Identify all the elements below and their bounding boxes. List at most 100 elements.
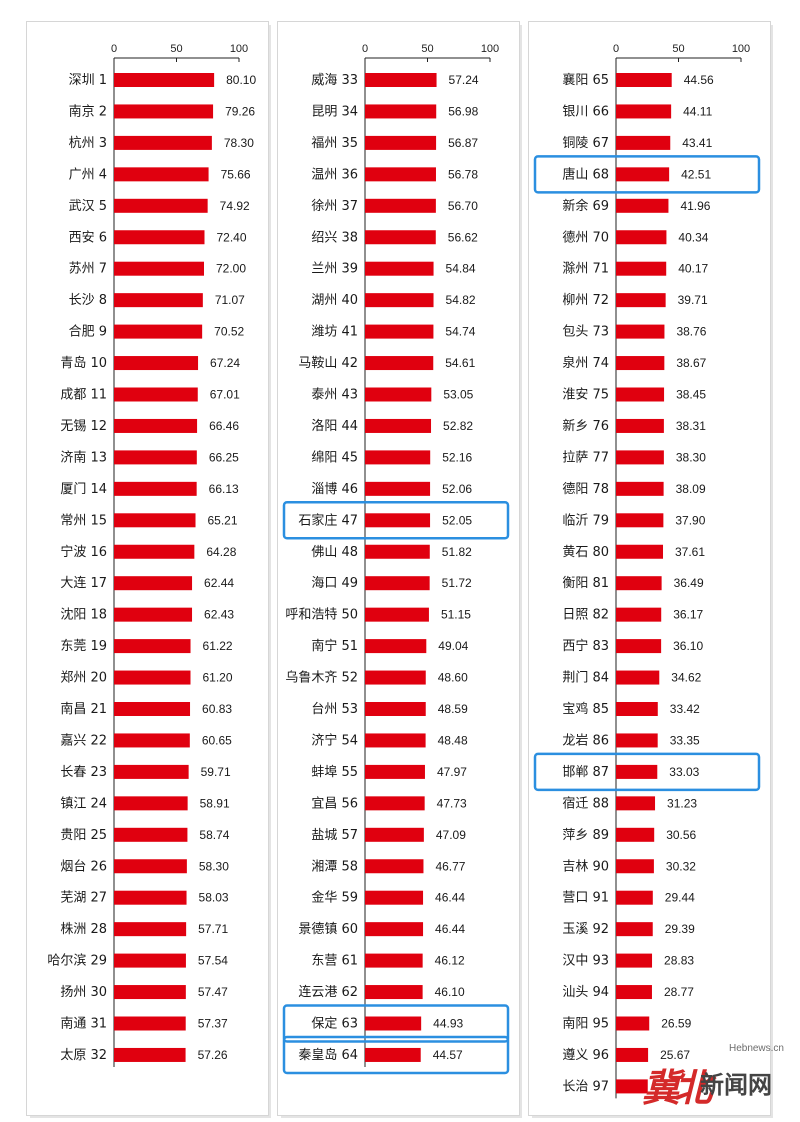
value-label: 48.60 — [438, 671, 468, 685]
value-label: 61.20 — [203, 671, 233, 685]
bar — [365, 293, 434, 308]
bar — [114, 167, 209, 182]
x-tick-label: 100 — [230, 43, 248, 55]
bar — [365, 513, 431, 528]
bar — [365, 607, 429, 622]
category-label: 济宁 54 — [311, 732, 358, 748]
bar — [365, 796, 425, 811]
category-label: 长沙 8 — [69, 293, 107, 308]
category-label: 烟台 26 — [60, 859, 107, 874]
value-label: 48.48 — [438, 733, 468, 747]
value-label: 67.01 — [210, 388, 240, 402]
bar — [616, 450, 664, 465]
category-label: 铜陵 67 — [562, 136, 609, 151]
x-tick-label: 100 — [732, 43, 750, 55]
value-label: 38.31 — [676, 419, 706, 433]
value-label: 74.92 — [220, 199, 250, 213]
value-label: 56.98 — [448, 104, 478, 118]
value-label: 29.44 — [665, 891, 695, 905]
category-label: 荆门 84 — [562, 670, 609, 686]
category-label: 连云港 62 — [298, 984, 358, 1000]
hebnews-watermark: Hebnews.cn 冀北 新闻网 — [642, 1043, 792, 1110]
value-label: 51.72 — [442, 576, 472, 590]
chart-panel-3: 0 50 100 襄阳 65 44.56 银川 66 44.11 铜陵 67 43.41 唐山 6… — [529, 22, 770, 1115]
bar — [114, 670, 191, 685]
category-label: 长春 23 — [60, 765, 107, 780]
bar — [114, 922, 187, 937]
category-label: 淄博 46 — [311, 482, 358, 497]
category-label: 合肥 9 — [69, 325, 107, 340]
bar — [616, 513, 664, 528]
bar — [114, 1016, 186, 1031]
value-label: 29.39 — [665, 922, 695, 936]
category-label: 海口 49 — [311, 576, 358, 591]
category-label: 汉中 93 — [562, 954, 609, 969]
category-label: 福州 35 — [311, 136, 358, 151]
bar — [365, 167, 436, 182]
value-label: 56.62 — [448, 230, 478, 244]
bar — [114, 293, 203, 308]
value-label: 44.11 — [683, 104, 712, 118]
category-label: 扬州 30 — [60, 985, 107, 1000]
bar — [365, 733, 426, 748]
bar — [616, 230, 667, 245]
category-label: 佛山 48 — [311, 545, 358, 560]
value-label: 36.49 — [674, 576, 704, 590]
category-label: 成都 11 — [60, 388, 107, 403]
value-label: 59.71 — [201, 765, 231, 779]
bar — [114, 827, 188, 842]
bar — [616, 576, 662, 591]
bar — [365, 953, 423, 968]
value-label: 49.04 — [438, 639, 468, 653]
value-label: 58.74 — [199, 828, 229, 842]
value-label: 58.30 — [199, 859, 229, 873]
x-tick-label: 0 — [613, 43, 619, 55]
category-label: 株洲 28 — [60, 922, 107, 937]
bar — [114, 356, 199, 371]
value-label: 52.05 — [442, 513, 472, 527]
x-tick-label: 50 — [672, 43, 684, 55]
value-label: 54.84 — [446, 262, 476, 276]
chart-panel-2: 0 50 100 威海 33 57.24 昆明 34 56.98 福州 35 56.87 温州 3… — [278, 22, 519, 1115]
bar — [616, 922, 653, 937]
category-label: 洛阳 44 — [311, 419, 358, 434]
bar — [365, 764, 425, 779]
value-label: 65.21 — [208, 513, 238, 527]
category-label: 南宁 51 — [311, 638, 358, 654]
category-label: 宁波 16 — [60, 544, 107, 560]
category-label: 淮安 75 — [562, 388, 609, 403]
value-label: 80.10 — [226, 73, 256, 87]
highlight-box — [533, 155, 761, 194]
bar — [114, 450, 197, 465]
value-label: 72.40 — [217, 230, 247, 244]
bar — [365, 356, 434, 371]
category-label: 衡阳 81 — [562, 576, 609, 591]
value-label: 57.24 — [449, 73, 479, 87]
value-label: 41.96 — [680, 199, 710, 213]
value-label: 38.30 — [676, 450, 706, 464]
chart-panel-1: 0 50 100 深圳 1 80.10 南京 2 79.26 杭州 3 78.30 广州 4 75.… — [27, 22, 268, 1115]
value-label: 71.07 — [215, 293, 245, 307]
value-label: 36.10 — [673, 639, 703, 653]
category-label: 杭州 3 — [69, 136, 107, 151]
bar — [616, 670, 660, 685]
category-label: 西宁 83 — [562, 638, 609, 654]
value-label: 36.17 — [673, 608, 703, 622]
highlight-box — [282, 501, 510, 540]
bar — [365, 418, 432, 433]
value-label: 57.54 — [198, 954, 228, 968]
category-label: 宝鸡 85 — [562, 701, 609, 717]
bar — [616, 293, 666, 308]
category-label: 芜湖 27 — [60, 891, 107, 906]
bar — [616, 827, 655, 842]
category-label: 广州 4 — [69, 167, 107, 182]
category-label: 吉林 90 — [562, 859, 609, 874]
value-label: 75.66 — [221, 167, 251, 181]
category-label: 贵阳 25 — [60, 828, 107, 843]
value-label: 47.09 — [436, 828, 466, 842]
bar — [114, 953, 186, 968]
bar — [114, 639, 191, 654]
category-label: 湖州 40 — [311, 293, 358, 308]
x-tick-label: 50 — [170, 43, 182, 55]
category-label: 唐山 68 — [562, 166, 609, 182]
